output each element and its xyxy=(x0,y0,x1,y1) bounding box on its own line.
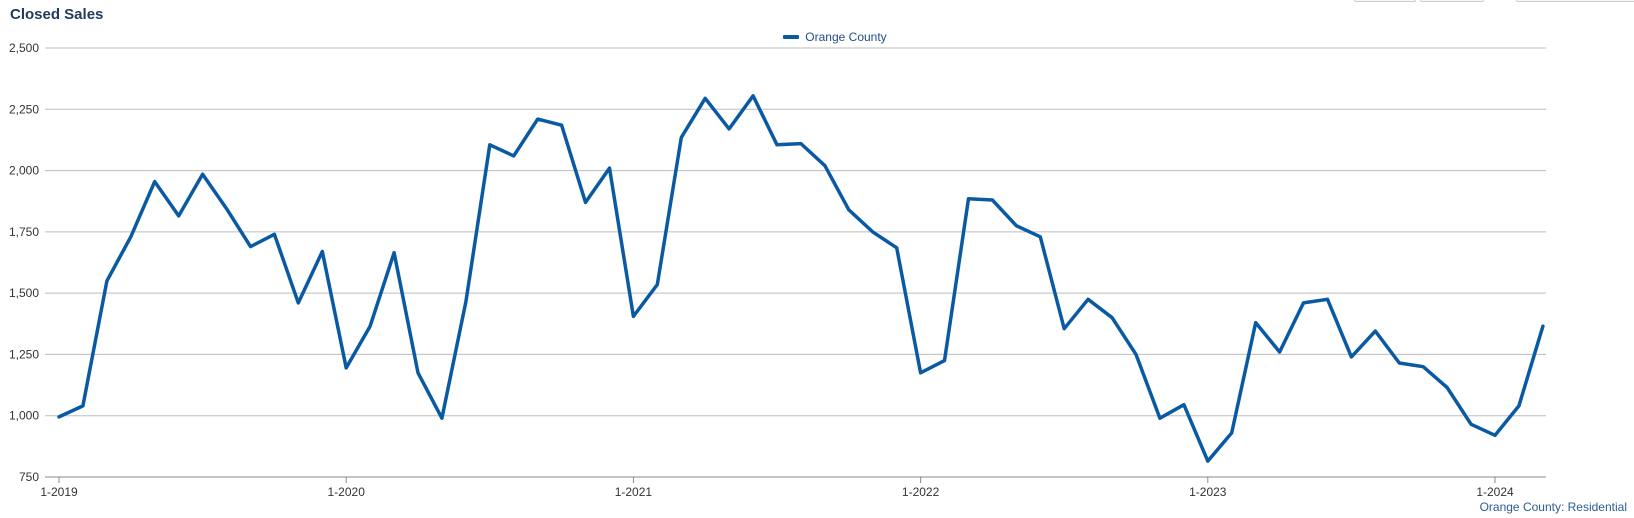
y-tick-label: 2,250 xyxy=(9,102,39,116)
legend-swatch xyxy=(783,35,800,39)
x-tick-label: 1-2021 xyxy=(615,485,653,499)
y-tick-label: 1,000 xyxy=(9,409,39,423)
x-tick-label: 1-2024 xyxy=(1476,485,1514,499)
export-button-2[interactable] xyxy=(1420,0,1484,2)
series-line-orange-county xyxy=(57,94,1545,463)
y-tick-label: 1,750 xyxy=(9,225,39,239)
x-tick-label: 1-2020 xyxy=(328,485,366,499)
x-tick-label: 1-2023 xyxy=(1189,485,1227,499)
legend: Orange County xyxy=(0,28,1634,44)
x-tick-label: 1-2022 xyxy=(902,485,940,499)
y-tick-label: 2,500 xyxy=(9,41,39,55)
y-tick-label: 750 xyxy=(19,470,39,484)
y-tick-label: 1,250 xyxy=(9,347,39,361)
chart-footer-note: Orange County: Residential xyxy=(1479,500,1627,514)
legend-label: Orange County xyxy=(805,30,887,44)
x-tick-label: 1-2019 xyxy=(40,485,78,499)
export-button-1[interactable] xyxy=(1354,0,1416,2)
legend-item-orange-county[interactable]: Orange County xyxy=(783,30,887,44)
y-tick-label: 1,500 xyxy=(9,286,39,300)
chart-title: Closed Sales xyxy=(10,6,104,23)
y-tick-label: 2,000 xyxy=(9,164,39,178)
export-button-3[interactable] xyxy=(1516,0,1634,2)
